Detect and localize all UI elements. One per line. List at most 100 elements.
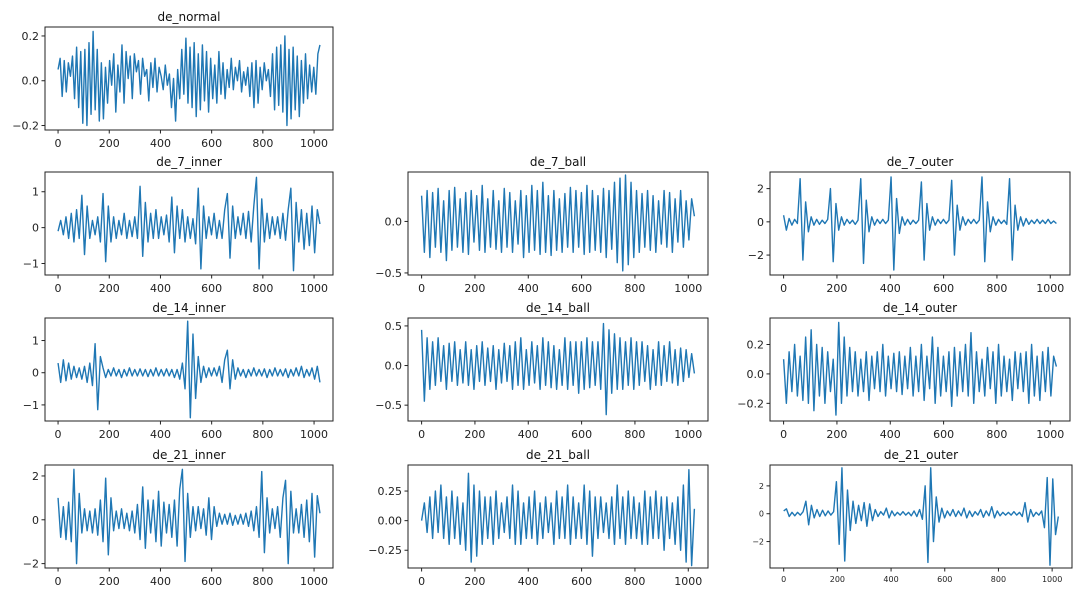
x-tick-label: 1000 bbox=[674, 428, 702, 441]
y-tick-label: −0.2 bbox=[737, 397, 764, 410]
y-tick-label: 0 bbox=[757, 216, 764, 229]
y-tick-label: −0.5 bbox=[375, 399, 402, 412]
x-tick-label: 600 bbox=[937, 575, 952, 584]
x-tick-label: 600 bbox=[933, 428, 954, 441]
subplot-title: de_21_ball bbox=[526, 448, 590, 462]
x-tick-label: 400 bbox=[518, 575, 539, 588]
x-tick-label: 1000 bbox=[1042, 575, 1062, 584]
axes-frame bbox=[407, 464, 709, 569]
subplot-title: de_7_inner bbox=[156, 155, 222, 169]
axes-frame bbox=[44, 317, 334, 422]
x-tick-label: 800 bbox=[624, 428, 645, 441]
y-tick-label: 0.0 bbox=[747, 368, 765, 381]
x-tick-label: 0 bbox=[418, 282, 425, 295]
axes-frame bbox=[769, 464, 1073, 569]
axes-frame bbox=[407, 317, 709, 422]
x-tick-label: 400 bbox=[150, 575, 171, 588]
y-tick-label: 2 bbox=[759, 482, 764, 491]
x-tick-label: 400 bbox=[880, 282, 901, 295]
y-tick-label: 0.0 bbox=[385, 360, 403, 373]
signal-line bbox=[57, 468, 321, 565]
x-tick-label: 1000 bbox=[1036, 282, 1064, 295]
y-tick-label: 1 bbox=[32, 335, 39, 348]
subplot-de_normal: de_normal 0 200 400 600 800 1000 −0.2 0.0 0.2 bbox=[12, 10, 334, 150]
x-tick-label: 1000 bbox=[300, 282, 328, 295]
subplot-de_7_ball: de_7_ball 0 200 400 600 800 1000 −0.5 0.0 bbox=[375, 155, 709, 295]
axes-frame bbox=[769, 171, 1071, 276]
x-tick-label: 400 bbox=[880, 428, 901, 441]
x-tick-label: 200 bbox=[99, 137, 120, 150]
axes-frame bbox=[407, 171, 709, 276]
x-tick-label: 600 bbox=[201, 282, 222, 295]
y-tick-label: 0.00 bbox=[378, 515, 403, 528]
x-tick-label: 200 bbox=[464, 575, 485, 588]
subplot-title: de_7_outer bbox=[887, 155, 954, 169]
x-tick-label: 0 bbox=[55, 575, 62, 588]
signal-line bbox=[782, 176, 1057, 271]
subplot-title: de_7_ball bbox=[530, 155, 586, 169]
x-tick-label: 200 bbox=[99, 428, 120, 441]
x-tick-label: 600 bbox=[201, 428, 222, 441]
y-tick-label: 0 bbox=[32, 222, 39, 235]
x-tick-label: 0 bbox=[55, 282, 62, 295]
signal-line bbox=[782, 321, 1058, 416]
signal-line bbox=[57, 320, 321, 419]
x-tick-label: 0 bbox=[418, 428, 425, 441]
subplot-de_14_ball: de_14_ball 0 200 400 600 800 1000 −0.5 0.0 0.5 bbox=[375, 301, 709, 441]
x-tick-label: 800 bbox=[252, 282, 273, 295]
subplot-de_7_outer: de_7_outer 0 200 400 600 800 1000 −2 0 2 bbox=[748, 155, 1071, 295]
axes-frame bbox=[44, 171, 334, 276]
subplot-title: de_21_inner bbox=[152, 448, 225, 462]
y-tick-label: 0 bbox=[32, 367, 39, 380]
x-tick-label: 800 bbox=[986, 282, 1007, 295]
signal-line bbox=[420, 469, 696, 567]
subplot-title: de_14_outer bbox=[883, 301, 957, 315]
subplot-de_21_outer: de_21_outer 0 200 400 600 800 1000 −2 0 2 bbox=[752, 448, 1073, 584]
x-tick-label: 1000 bbox=[1036, 428, 1064, 441]
y-tick-label: 0.2 bbox=[747, 338, 765, 351]
signal-line bbox=[57, 30, 321, 127]
subplot-title: de_14_inner bbox=[152, 301, 225, 315]
y-tick-label: −2 bbox=[752, 538, 764, 547]
x-tick-label: 800 bbox=[252, 137, 273, 150]
x-tick-label: 400 bbox=[518, 282, 539, 295]
x-tick-label: 400 bbox=[150, 282, 171, 295]
x-tick-label: 1000 bbox=[674, 575, 702, 588]
x-tick-label: 600 bbox=[201, 575, 222, 588]
x-tick-label: 200 bbox=[464, 282, 485, 295]
y-tick-label: 0.25 bbox=[378, 485, 403, 498]
x-tick-label: 400 bbox=[883, 575, 898, 584]
signal-line bbox=[420, 174, 696, 272]
y-tick-label: 0.5 bbox=[385, 320, 403, 333]
y-tick-label: −0.2 bbox=[12, 120, 39, 133]
x-tick-label: 600 bbox=[933, 282, 954, 295]
y-tick-label: 1 bbox=[32, 186, 39, 199]
y-tick-label: 0.2 bbox=[22, 30, 40, 43]
signal-line bbox=[57, 176, 321, 272]
x-tick-label: 0 bbox=[55, 137, 62, 150]
signal-line bbox=[420, 322, 696, 416]
x-tick-label: 800 bbox=[624, 282, 645, 295]
x-tick-label: 600 bbox=[571, 575, 592, 588]
y-tick-label: 2 bbox=[757, 183, 764, 196]
x-tick-label: 200 bbox=[99, 575, 120, 588]
axes-frame bbox=[769, 317, 1071, 422]
y-tick-label: 2 bbox=[32, 470, 39, 483]
x-tick-label: 1000 bbox=[674, 282, 702, 295]
axes-frame bbox=[44, 26, 334, 131]
subplot-de_21_inner: de_21_inner 0 200 400 600 800 1000 −2 0 2 bbox=[23, 448, 334, 588]
x-tick-label: 0 bbox=[781, 575, 786, 584]
x-tick-label: 0 bbox=[418, 575, 425, 588]
x-tick-label: 800 bbox=[991, 575, 1006, 584]
x-tick-label: 600 bbox=[201, 137, 222, 150]
x-tick-label: 1000 bbox=[300, 428, 328, 441]
subplot-de_7_inner: de_7_inner 0 200 400 600 800 1000 −1 0 1 bbox=[23, 155, 334, 295]
subplot-de_14_outer: de_14_outer 0 200 400 600 800 1000 −0.2 0.0 0.2 bbox=[737, 301, 1071, 441]
y-tick-label: −0.25 bbox=[368, 544, 402, 557]
x-tick-label: 800 bbox=[252, 575, 273, 588]
x-tick-label: 0 bbox=[780, 282, 787, 295]
y-tick-label: −2 bbox=[748, 249, 764, 262]
x-tick-label: 800 bbox=[624, 575, 645, 588]
subplot-title: de_normal bbox=[157, 10, 220, 24]
